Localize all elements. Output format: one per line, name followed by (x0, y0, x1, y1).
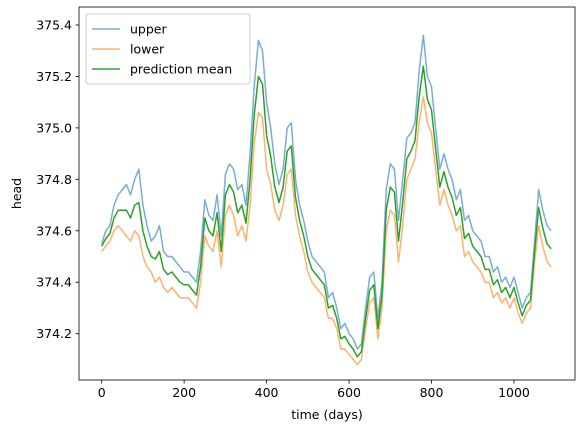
x-tick-label: 400 (255, 385, 279, 400)
y-tick-label: 375.4 (36, 18, 72, 33)
legend-label: upper (130, 22, 167, 37)
x-axis-label: time (days) (291, 407, 362, 422)
x-axis: 0 200 400 600 800 1000 (98, 380, 530, 400)
x-tick-label: 0 (98, 385, 106, 400)
y-tick-label: 375.0 (36, 120, 72, 135)
series-line-upper (100, 34, 552, 350)
y-tick-label: 374.6 (36, 223, 72, 238)
legend-label: prediction mean (130, 62, 232, 77)
y-tick-label: 374.2 (36, 326, 72, 341)
y-tick-label: 375.2 (36, 69, 72, 84)
x-tick-label: 1000 (498, 385, 530, 400)
x-tick-label: 800 (420, 385, 444, 400)
y-tick-label: 374.8 (36, 172, 72, 187)
series-line-prediction-mean (101, 65, 552, 358)
x-tick-label: 600 (337, 385, 361, 400)
y-axis: 374.2 374.4 374.6 374.8 375.0 375.2 375.4 (36, 18, 79, 341)
legend: upper lower prediction mean (85, 13, 251, 85)
x-tick-label: 200 (172, 385, 196, 400)
legend-box (85, 13, 251, 85)
legend-label: lower (130, 42, 165, 57)
axes-frame (78, 6, 576, 381)
y-tick-label: 374.4 (36, 275, 72, 290)
series-line-lower (101, 96, 552, 366)
series-layer (100, 34, 552, 366)
y-axis-label: head (9, 178, 24, 209)
